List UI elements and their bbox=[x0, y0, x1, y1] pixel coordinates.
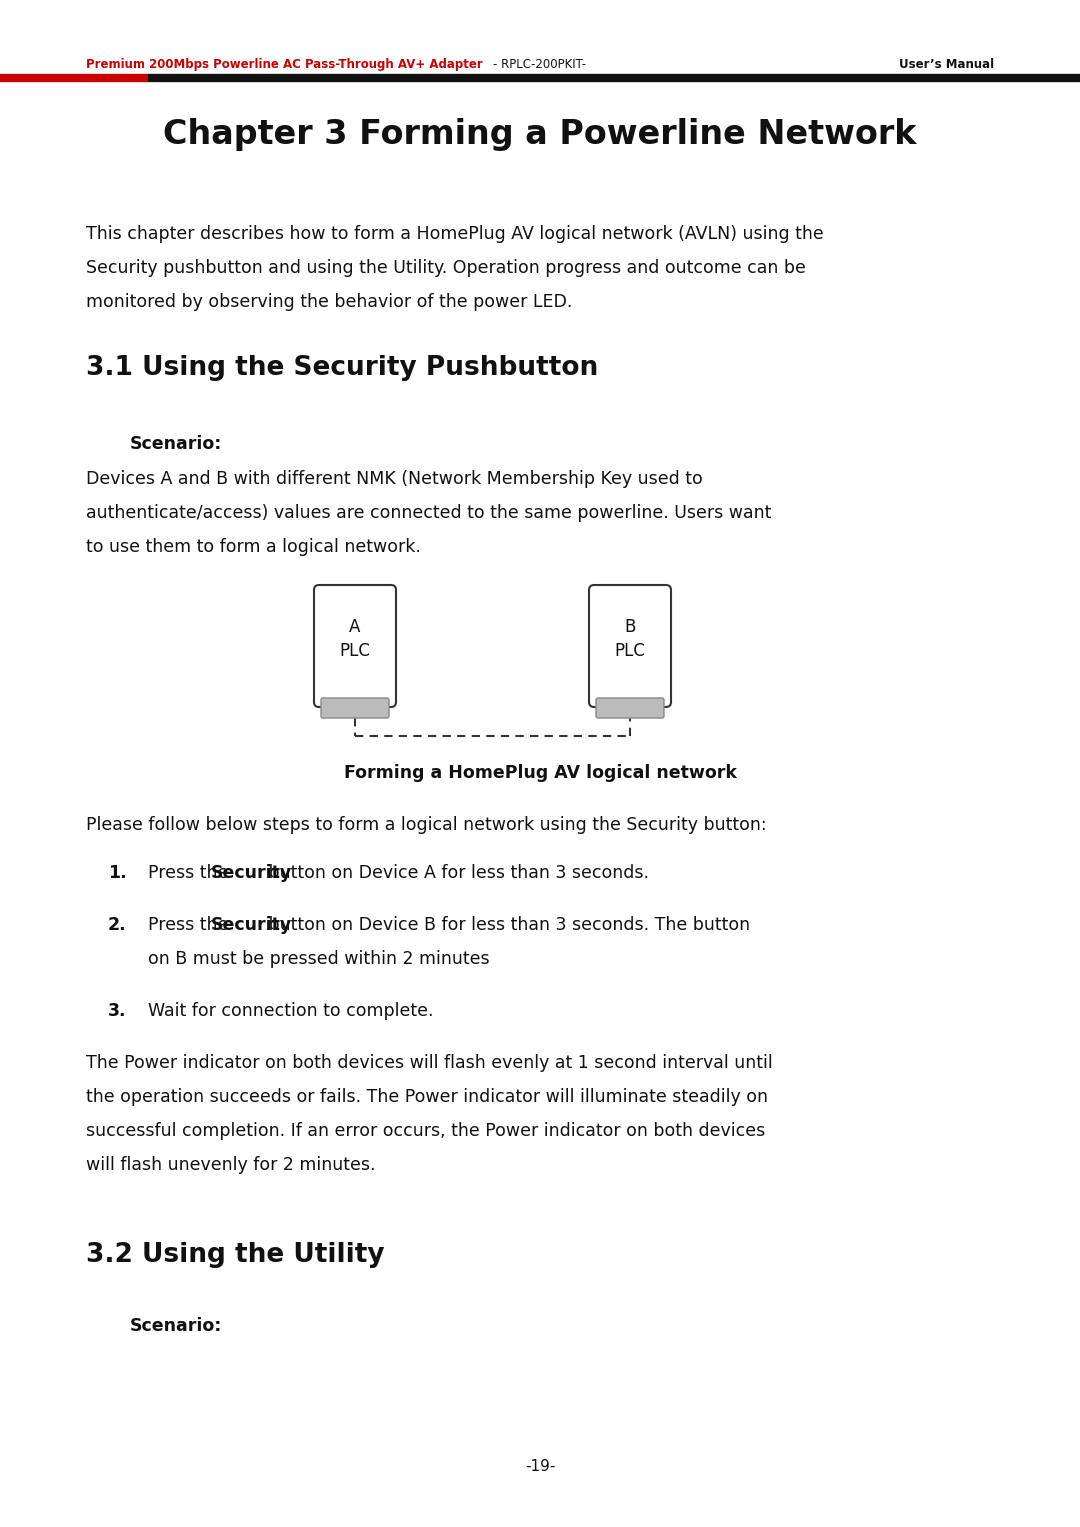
Text: Scenario:: Scenario: bbox=[130, 1316, 222, 1335]
FancyBboxPatch shape bbox=[596, 698, 664, 718]
Text: A: A bbox=[349, 618, 361, 637]
FancyBboxPatch shape bbox=[314, 585, 396, 707]
Text: - RPLC-200PKIT-: - RPLC-200PKIT- bbox=[494, 58, 586, 70]
Text: User’s Manual: User’s Manual bbox=[899, 58, 994, 70]
Text: Security pushbutton and using the Utility. Operation progress and outcome can be: Security pushbutton and using the Utilit… bbox=[86, 260, 806, 276]
Text: Premium 200Mbps Powerline AC Pass-Through AV+ Adapter: Premium 200Mbps Powerline AC Pass-Throug… bbox=[86, 58, 483, 70]
Text: the operation succeeds or fails. The Power indicator will illuminate steadily on: the operation succeeds or fails. The Pow… bbox=[86, 1089, 768, 1106]
Text: Security: Security bbox=[211, 864, 293, 883]
Text: 3.2 Using the Utility: 3.2 Using the Utility bbox=[86, 1241, 384, 1267]
Text: button on Device B for less than 3 seconds. The button: button on Device B for less than 3 secon… bbox=[264, 916, 751, 935]
Text: Devices A and B with different NMK (Network Membership Key used to: Devices A and B with different NMK (Netw… bbox=[86, 470, 703, 489]
Text: Wait for connection to complete.: Wait for connection to complete. bbox=[148, 1002, 433, 1020]
Text: This chapter describes how to form a HomePlug AV logical network (AVLN) using th: This chapter describes how to form a Hom… bbox=[86, 224, 824, 243]
FancyBboxPatch shape bbox=[321, 698, 389, 718]
Text: -19-: -19- bbox=[525, 1458, 555, 1474]
Text: 1.: 1. bbox=[108, 864, 126, 883]
Text: authenticate/access) values are connected to the same powerline. Users want: authenticate/access) values are connecte… bbox=[86, 504, 771, 522]
Text: Please follow below steps to form a logical network using the Security button:: Please follow below steps to form a logi… bbox=[86, 815, 767, 834]
Text: will flash unevenly for 2 minutes.: will flash unevenly for 2 minutes. bbox=[86, 1156, 376, 1174]
Text: Press the: Press the bbox=[148, 916, 234, 935]
Text: Security: Security bbox=[211, 916, 293, 935]
Text: 3.1 Using the Security Pushbutton: 3.1 Using the Security Pushbutton bbox=[86, 354, 598, 382]
Text: button on Device A for less than 3 seconds.: button on Device A for less than 3 secon… bbox=[264, 864, 649, 883]
Text: to use them to form a logical network.: to use them to form a logical network. bbox=[86, 538, 421, 556]
Text: Scenario:: Scenario: bbox=[130, 435, 222, 454]
Text: The Power indicator on both devices will flash evenly at 1 second interval until: The Power indicator on both devices will… bbox=[86, 1054, 773, 1072]
Text: B: B bbox=[624, 618, 636, 637]
Text: monitored by observing the behavior of the power LED.: monitored by observing the behavior of t… bbox=[86, 293, 572, 312]
Text: Chapter 3 Forming a Powerline Network: Chapter 3 Forming a Powerline Network bbox=[163, 118, 917, 151]
Text: 3.: 3. bbox=[108, 1002, 126, 1020]
Text: successful completion. If an error occurs, the Power indicator on both devices: successful completion. If an error occur… bbox=[86, 1122, 766, 1141]
Text: Press the: Press the bbox=[148, 864, 234, 883]
Text: Forming a HomePlug AV logical network: Forming a HomePlug AV logical network bbox=[343, 764, 737, 782]
Text: PLC: PLC bbox=[615, 641, 646, 660]
Text: on B must be pressed within 2 minutes: on B must be pressed within 2 minutes bbox=[148, 950, 489, 968]
Text: PLC: PLC bbox=[339, 641, 370, 660]
FancyBboxPatch shape bbox=[589, 585, 671, 707]
Text: 2.: 2. bbox=[108, 916, 126, 935]
